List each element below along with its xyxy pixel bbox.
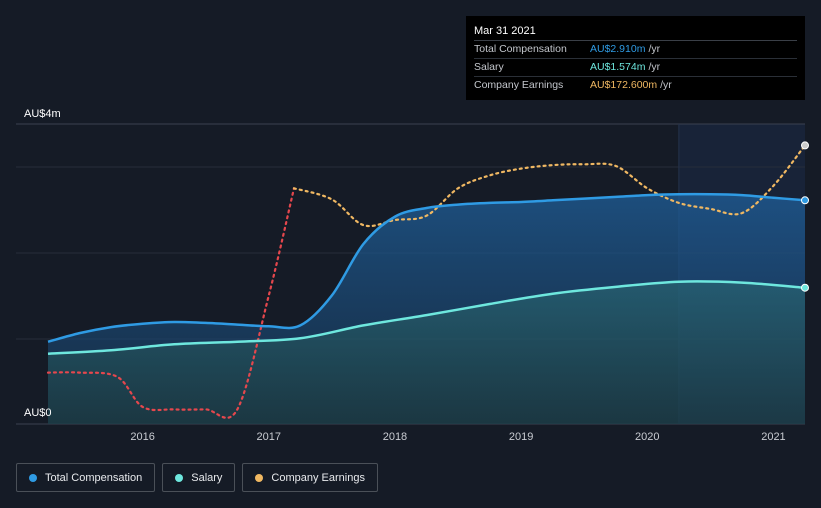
x-tick-label: 2020	[635, 431, 659, 443]
chart-legend: Total Compensation Salary Company Earnin…	[16, 463, 378, 492]
tooltip-label: Total Compensation	[474, 43, 567, 55]
tooltip-unit: /yr	[648, 43, 661, 55]
legend-dot-icon	[29, 473, 37, 482]
salary-area	[48, 281, 805, 424]
legend-label: Salary	[191, 471, 223, 484]
legend-item-company-earnings[interactable]: Company Earnings	[242, 463, 378, 492]
tooltip-label: Salary	[474, 61, 504, 73]
total-compensation-line	[47, 192, 806, 343]
x-tick-label: 2017	[257, 431, 281, 443]
legend-item-salary[interactable]: Salary	[162, 463, 236, 492]
tooltip-row-earnings: Company Earnings AU$172.600m /yr	[474, 77, 797, 94]
y-axis-labels: AU$4m AU$0	[24, 108, 61, 419]
salary-line	[47, 280, 806, 355]
legend-item-total-compensation[interactable]: Total Compensation	[16, 463, 156, 492]
tooltip-row-total: Total Compensation AU$2.910m /yr	[474, 41, 797, 59]
x-tick-label: 2016	[130, 431, 154, 443]
salary-end-point	[801, 283, 809, 292]
tooltip-value: AU$1.574m	[590, 61, 646, 73]
tooltip-row-salary: Salary AU$1.574m /yr	[474, 59, 797, 77]
x-axis-labels: 2016 2017 2018 2019 2020 2021	[130, 431, 785, 443]
x-tick-label: 2019	[509, 431, 533, 443]
tooltip-unit: /yr	[648, 61, 661, 73]
tooltip-panel: Mar 31 2021 Total Compensation AU$2.910m…	[466, 16, 805, 100]
legend-label: Company Earnings	[271, 471, 365, 484]
legend-dot-icon	[175, 473, 184, 482]
tooltip-unit: /yr	[660, 79, 672, 91]
y-axis-label-bottom: AU$0	[24, 407, 52, 419]
legend-label: Total Compensation	[45, 471, 143, 484]
total-compensation-end-point	[801, 196, 809, 205]
legend-dot-icon	[255, 473, 264, 482]
x-tick-label: 2018	[383, 431, 407, 443]
x-tick-label: 2021	[761, 431, 785, 443]
y-axis-label-top: AU$4m	[24, 108, 61, 120]
tooltip-value: AU$2.910m	[590, 43, 646, 55]
earnings-end-point	[801, 141, 809, 150]
tooltip-date: Mar 31 2021	[474, 16, 797, 41]
series-end-markers	[801, 141, 809, 292]
tooltip-value: AU$172.600m	[590, 79, 658, 91]
earnings-negative-line	[46, 187, 296, 419]
tooltip-label: Company Earnings	[474, 79, 564, 91]
